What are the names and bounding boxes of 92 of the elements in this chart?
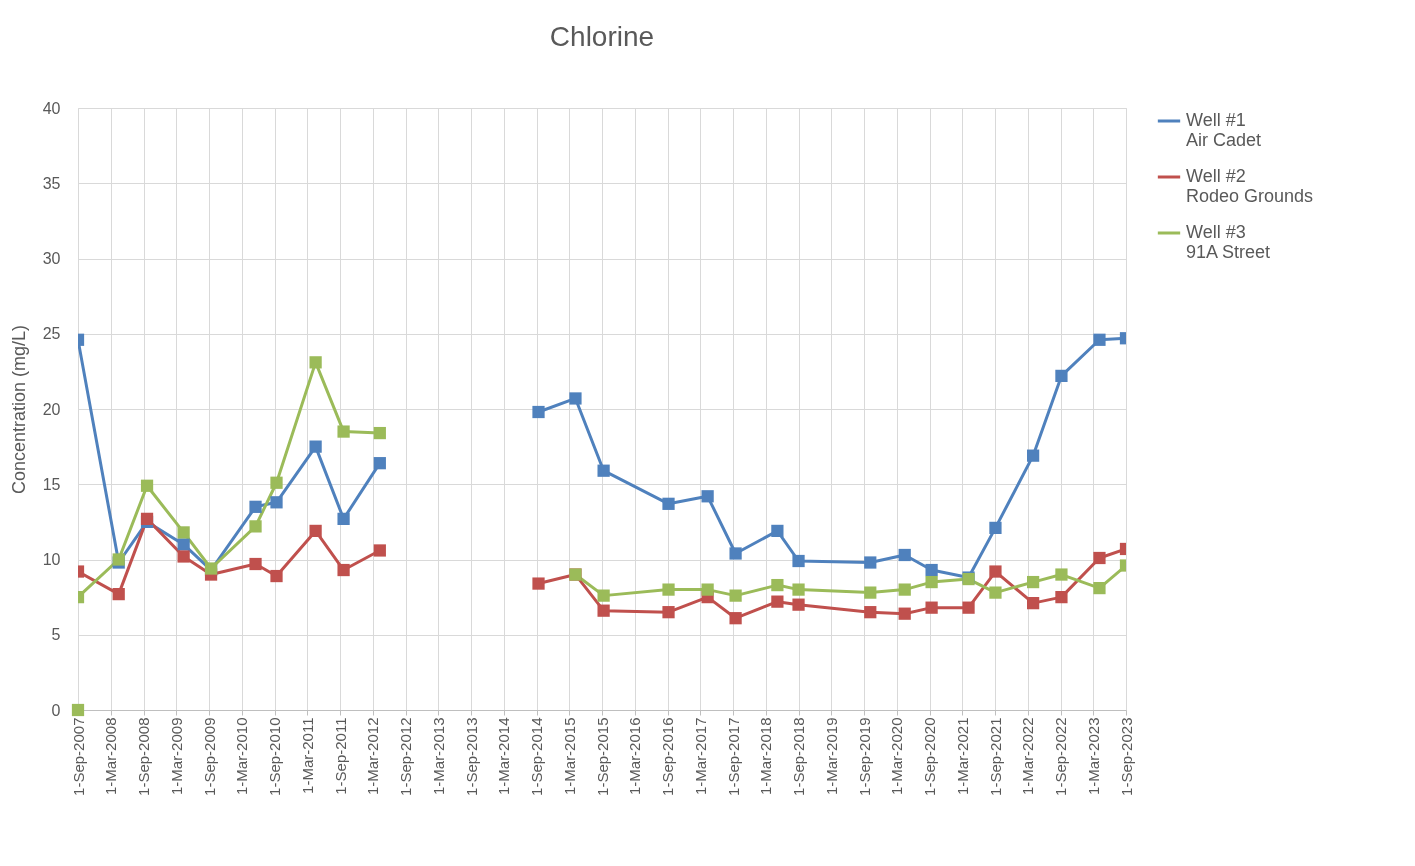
point xyxy=(1055,591,1068,604)
x-tick-label: 1-Sep-2011 xyxy=(331,717,349,795)
y-tick-label: 0 xyxy=(51,701,61,719)
point xyxy=(792,598,805,611)
x-tick-label: 1-Sep-2021 xyxy=(986,717,1004,796)
x-tick-label: 1-Mar-2008 xyxy=(102,717,120,796)
chart-title: Chlorine xyxy=(549,21,655,52)
point xyxy=(898,583,911,596)
legend-label: Well #1 Air Cadet xyxy=(1186,110,1262,150)
x-tick-label: 1-Sep-2014 xyxy=(528,717,546,796)
x-tick-label: 1-Mar-2012 xyxy=(364,717,382,796)
point xyxy=(1026,575,1040,589)
point xyxy=(532,405,545,419)
x-tick-label: 1-Sep-2009 xyxy=(200,717,218,796)
point xyxy=(112,587,125,601)
x-tick-label: 1-Sep-2017 xyxy=(724,717,742,796)
x-tick-label: 1-Sep-2013 xyxy=(462,717,480,796)
point xyxy=(569,392,582,405)
x-tick-label: 1-Mar-2023 xyxy=(1084,717,1102,796)
x-tick-label: 1-Mar-2017 xyxy=(691,717,709,796)
x-tick-label: 1-Sep-2022 xyxy=(1052,717,1070,796)
point xyxy=(597,589,610,602)
point xyxy=(1093,581,1106,595)
x-tick-label: 1-Sep-2008 xyxy=(135,717,153,796)
point xyxy=(1055,568,1068,581)
x-tick-label: 1-Mar-2019 xyxy=(822,717,840,796)
point xyxy=(597,604,610,617)
x-tick-label: 1-Mar-2021 xyxy=(953,717,971,796)
point xyxy=(771,524,784,538)
y-tick-label: 15 xyxy=(42,475,61,493)
point xyxy=(1093,333,1106,346)
point xyxy=(864,606,877,619)
point xyxy=(701,490,714,503)
point xyxy=(989,521,1002,535)
x-tick-label: 1-Sep-2016 xyxy=(659,717,677,796)
x-tick-label: 1-Mar-2011 xyxy=(298,717,316,794)
point xyxy=(662,497,675,510)
x-tick-label: 1-Sep-2007 xyxy=(69,717,87,796)
x-tick-label: 1-Mar-2010 xyxy=(233,717,251,796)
x-tick-label: 1-Sep-2023 xyxy=(1117,717,1135,796)
x-tick-label: 1-Mar-2018 xyxy=(757,717,775,796)
x-tick-label: 1-Sep-2012 xyxy=(397,717,415,796)
point xyxy=(1026,449,1040,462)
point xyxy=(864,586,877,599)
point xyxy=(925,601,938,614)
point xyxy=(71,703,85,717)
point xyxy=(771,578,784,592)
x-tick-label: 1-Mar-2016 xyxy=(626,717,644,796)
point xyxy=(898,607,911,620)
point xyxy=(792,583,805,596)
x-tick-label: 1-Sep-2019 xyxy=(855,717,873,796)
y-tick-label: 20 xyxy=(42,400,61,418)
x-tick-label: 1-Sep-2018 xyxy=(790,717,808,796)
y-tick-label: 35 xyxy=(42,174,61,192)
x-tick-label: 1-Sep-2010 xyxy=(266,717,284,796)
y-tick-label: 5 xyxy=(51,626,61,644)
point xyxy=(729,612,742,625)
point xyxy=(989,586,1002,599)
point xyxy=(701,583,714,596)
x-tick-label: 1-Mar-2020 xyxy=(888,717,906,796)
point xyxy=(662,583,675,596)
point xyxy=(925,575,938,589)
point xyxy=(1026,597,1040,610)
point xyxy=(962,601,975,614)
point xyxy=(792,554,805,568)
point xyxy=(898,548,911,562)
x-tick-label: 1-Sep-2020 xyxy=(921,717,939,796)
y-tick-label: 30 xyxy=(42,250,61,267)
point xyxy=(925,563,938,577)
point xyxy=(771,595,784,608)
legend-label: Well #2 Rodeo Grounds xyxy=(1186,166,1314,206)
y-tick-label: 25 xyxy=(42,325,61,343)
x-tick-label: 1-Mar-2022 xyxy=(1019,717,1037,796)
point xyxy=(864,556,877,569)
x-tick-label: 1-Sep-2015 xyxy=(593,717,611,796)
point xyxy=(729,547,742,560)
x-tick-label: 1-Mar-2014 xyxy=(495,717,513,796)
point xyxy=(597,464,610,477)
y-tick-label: 10 xyxy=(42,551,61,568)
x-tick-label: 1-Mar-2009 xyxy=(167,717,185,796)
x-tick-label: 1-Mar-2015 xyxy=(560,717,578,796)
point xyxy=(532,577,545,590)
point xyxy=(1055,369,1068,383)
point xyxy=(1093,551,1106,565)
legend-label: Well #3 91A Street xyxy=(1186,222,1271,262)
point xyxy=(270,569,283,583)
point xyxy=(989,565,1002,578)
y-axis-title: Concentration (mg/L) xyxy=(8,324,29,495)
y-tick-label: 40 xyxy=(42,99,61,117)
point xyxy=(729,589,742,602)
point xyxy=(662,606,675,619)
x-tick-label: 1-Mar-2013 xyxy=(429,717,447,796)
